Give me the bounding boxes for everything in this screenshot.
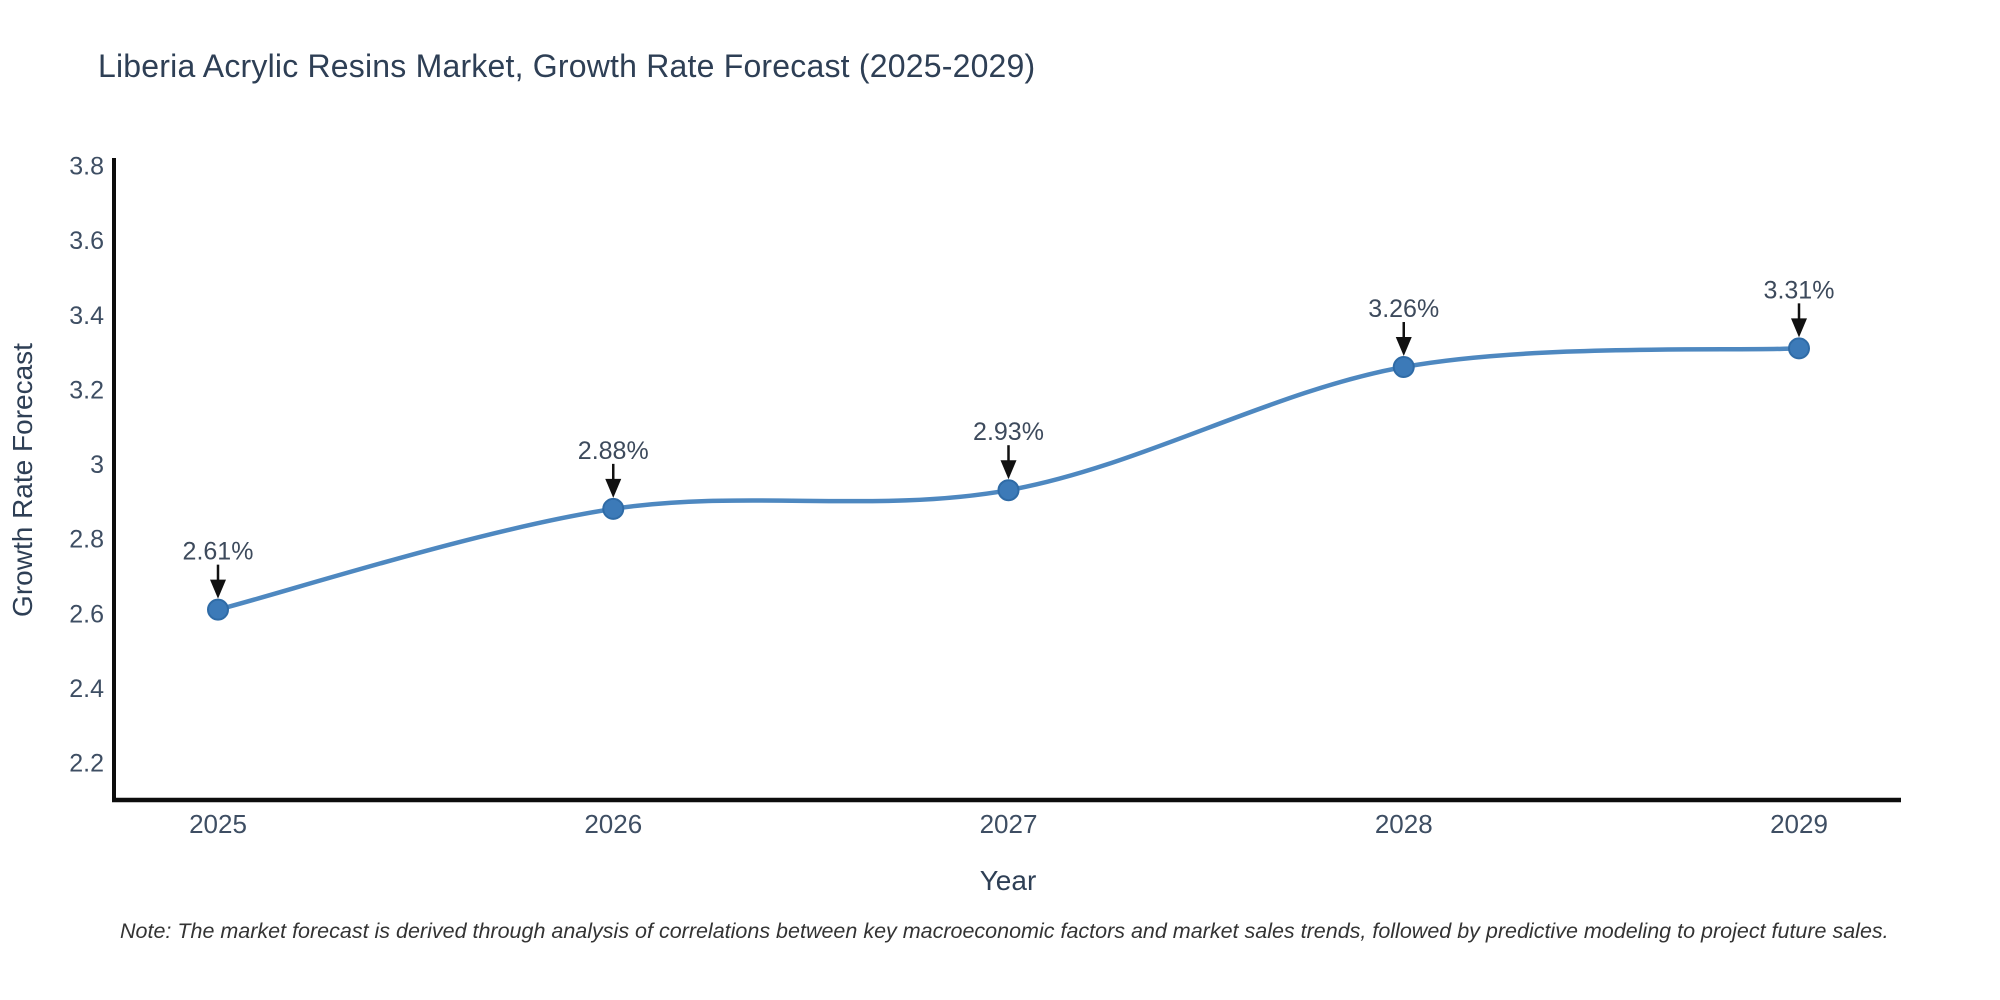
chart-title: Liberia Acrylic Resins Market, Growth Ra… — [98, 48, 1036, 84]
point-value-label: 2.93% — [973, 418, 1044, 446]
y-tick-label: 2.8 — [69, 526, 104, 554]
footnote: Note: The market forecast is derived thr… — [120, 919, 1889, 943]
y-tick-label: 3 — [90, 451, 104, 479]
point-value-label: 2.61% — [183, 538, 254, 566]
x-tick-label: 2025 — [189, 809, 247, 839]
x-tick-label: 2029 — [1770, 809, 1828, 839]
annotation-arrowhead-icon — [1791, 318, 1807, 338]
y-tick-label: 2.6 — [69, 600, 104, 628]
y-axis-title: Growth Rate Forecast — [7, 343, 38, 617]
point-value-label: 3.31% — [1764, 276, 1835, 304]
point-value-label: 2.88% — [578, 437, 649, 465]
plot-area: 2.2 2.4 2.6 2.8 3 3.2 3.4 3.6 3.8 2025 2026 2027 202… — [69, 152, 1834, 839]
annotation-arrowhead-icon — [605, 478, 622, 498]
x-tick-label: 2026 — [584, 809, 642, 839]
annotation-arrowhead-icon — [1000, 460, 1017, 480]
y-tick-label: 3.4 — [69, 302, 104, 330]
annotation-arrowhead-icon — [210, 579, 226, 599]
y-tick-label: 3.8 — [69, 152, 104, 180]
x-tick-label: 2028 — [1375, 809, 1433, 839]
y-tick-label: 3.2 — [69, 376, 104, 404]
x-tick-label: 2027 — [980, 809, 1038, 839]
data-point[interactable] — [1788, 337, 1810, 360]
y-tick-label: 2.2 — [69, 750, 104, 778]
data-point[interactable] — [997, 479, 1020, 502]
point-value-label: 3.26% — [1368, 295, 1439, 323]
y-tick-label: 2.4 — [69, 675, 104, 703]
data-point[interactable] — [1392, 356, 1415, 379]
annotation-arrowhead-icon — [1395, 337, 1412, 357]
data-point[interactable] — [602, 497, 625, 520]
data-point[interactable] — [207, 598, 229, 621]
x-axis-title: Year — [980, 865, 1037, 896]
y-tick-label: 3.6 — [69, 227, 104, 255]
